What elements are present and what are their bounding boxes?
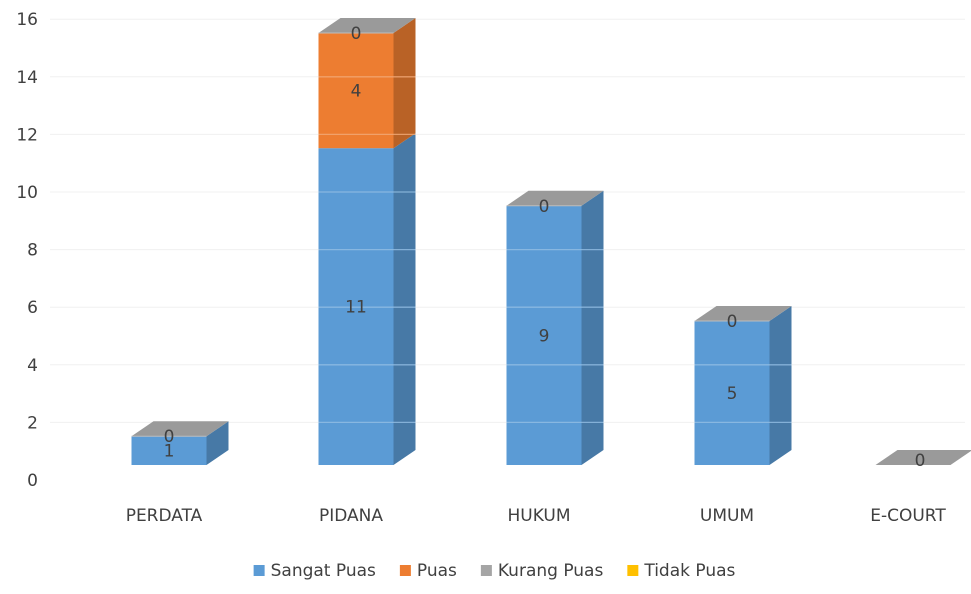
data-label: 11 xyxy=(345,298,367,318)
data-label: 0 xyxy=(915,451,926,471)
legend-item-puas: Puas xyxy=(400,561,457,581)
legend-label: Sangat Puas xyxy=(271,561,376,581)
y-tick-label: 6 xyxy=(27,298,38,318)
legend-label: Puas xyxy=(417,561,457,581)
data-label: 0 xyxy=(164,427,175,447)
y-tick-label: 14 xyxy=(16,68,38,88)
bar-umum xyxy=(695,306,792,465)
bar-side xyxy=(582,191,604,465)
bar-side xyxy=(394,18,416,148)
y-tick-label: 4 xyxy=(27,356,38,376)
legend-swatch xyxy=(627,565,638,576)
x-category-label: E-COURT xyxy=(870,506,946,526)
y-tick-label: 2 xyxy=(27,413,38,433)
legend-swatch xyxy=(400,565,411,576)
legend-swatch xyxy=(481,565,492,576)
legend-item-sangat-puas: Sangat Puas xyxy=(254,561,376,581)
y-tick-label: 16 xyxy=(16,10,38,30)
x-category-label: UMUM xyxy=(700,506,754,526)
x-category-label: PERDATA xyxy=(126,506,203,526)
data-label: 0 xyxy=(727,312,738,332)
legend-label: Kurang Puas xyxy=(498,561,604,581)
legend-item-kurang-puas: Kurang Puas xyxy=(481,561,604,581)
y-tick-label: 12 xyxy=(16,125,38,145)
legend-label: Tidak Puas xyxy=(643,561,735,581)
x-axis: PERDATA PIDANA HUKUM UMUM E-COURT xyxy=(126,506,947,526)
data-labels-perdata: 10 xyxy=(164,427,175,461)
data-label: 0 xyxy=(351,24,362,44)
legend-item-tidak-puas: Tidak Puas xyxy=(627,561,735,581)
legend: Sangat Puas Puas Kurang Puas Tidak Puas xyxy=(254,561,736,581)
bars xyxy=(132,18,971,465)
y-tick-label: 10 xyxy=(16,183,38,203)
legend-swatch xyxy=(254,565,265,576)
data-labels-e-court: 0 xyxy=(915,451,926,471)
bar-pidana xyxy=(319,18,416,465)
bar-perdata xyxy=(132,421,229,465)
data-label: 5 xyxy=(727,384,738,404)
data-label: 9 xyxy=(539,326,550,346)
bar-hukum xyxy=(507,191,604,465)
data-label: 4 xyxy=(351,82,362,102)
bar-side xyxy=(770,306,792,465)
y-tick-label: 8 xyxy=(27,241,38,261)
y-tick-label: 0 xyxy=(27,471,38,491)
y-axis: 0 2 4 6 8 10 12 14 16 xyxy=(16,10,38,491)
x-category-label: HUKUM xyxy=(507,506,570,526)
data-label: 0 xyxy=(539,197,550,217)
x-category-label: PIDANA xyxy=(319,506,383,526)
bar-side xyxy=(394,133,416,465)
